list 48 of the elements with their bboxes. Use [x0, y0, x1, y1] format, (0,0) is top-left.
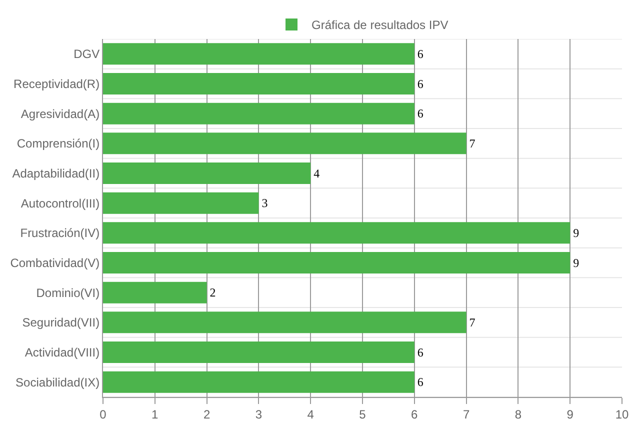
data-label: 3 [262, 196, 268, 210]
bar [103, 102, 414, 124]
bar [103, 342, 414, 363]
y-tick-label: Receptividad(R) [14, 76, 100, 91]
y-tick-label: Seguridad(VII) [22, 316, 100, 330]
bar [103, 162, 311, 184]
bar [103, 43, 414, 65]
y-tick-label: Frustración(IV) [20, 226, 100, 240]
x-tick-label: 3 [255, 407, 262, 422]
x-tick-label: 4 [307, 407, 314, 422]
data-label: 9 [573, 256, 580, 270]
x-tick-label: 6 [411, 407, 418, 422]
y-tick-label: Sociabilidad(IX) [16, 375, 100, 390]
y-tick-label: Dominio(VI) [36, 286, 100, 300]
y-tick-label: DGV [74, 47, 100, 62]
data-label: 9 [573, 226, 580, 240]
x-tick-label: 2 [203, 407, 210, 422]
y-tick-label: Autocontrol(III) [20, 196, 100, 210]
x-tick-label: 0 [100, 407, 107, 422]
x-tick-label: 1 [152, 407, 159, 422]
y-tick-label: Agresividad(A) [20, 106, 100, 121]
data-label: 7 [469, 315, 476, 330]
bar [103, 282, 207, 304]
x-tick-label: 5 [359, 407, 366, 422]
data-label: 6 [417, 106, 424, 121]
data-label: 4 [314, 166, 320, 180]
bar [103, 371, 414, 393]
y-tick-label: Combatividad(V) [10, 256, 100, 270]
data-label: 6 [417, 46, 424, 61]
bar [103, 252, 570, 274]
bar [103, 312, 466, 334]
data-label: 6 [417, 76, 424, 91]
bar [103, 132, 466, 154]
x-tick-label: 8 [514, 407, 522, 422]
data-label: 2 [210, 286, 216, 300]
data-label: 6 [417, 375, 424, 390]
y-tick-label: Actividad(VIII) [24, 345, 100, 360]
x-tick-label: 10 [615, 407, 629, 422]
legend-label: Gráfica de resultados IPV [312, 18, 448, 32]
x-tick-label: 9 [566, 407, 574, 422]
bar [103, 73, 414, 94]
y-tick-label: Adaptabilidad(II) [12, 166, 100, 180]
bar [103, 192, 259, 214]
y-tick-label: Comprensión(I) [16, 136, 100, 151]
x-tick-label: 7 [462, 407, 470, 422]
data-label: 7 [469, 136, 476, 150]
data-label: 6 [417, 345, 424, 360]
bar [103, 222, 570, 244]
